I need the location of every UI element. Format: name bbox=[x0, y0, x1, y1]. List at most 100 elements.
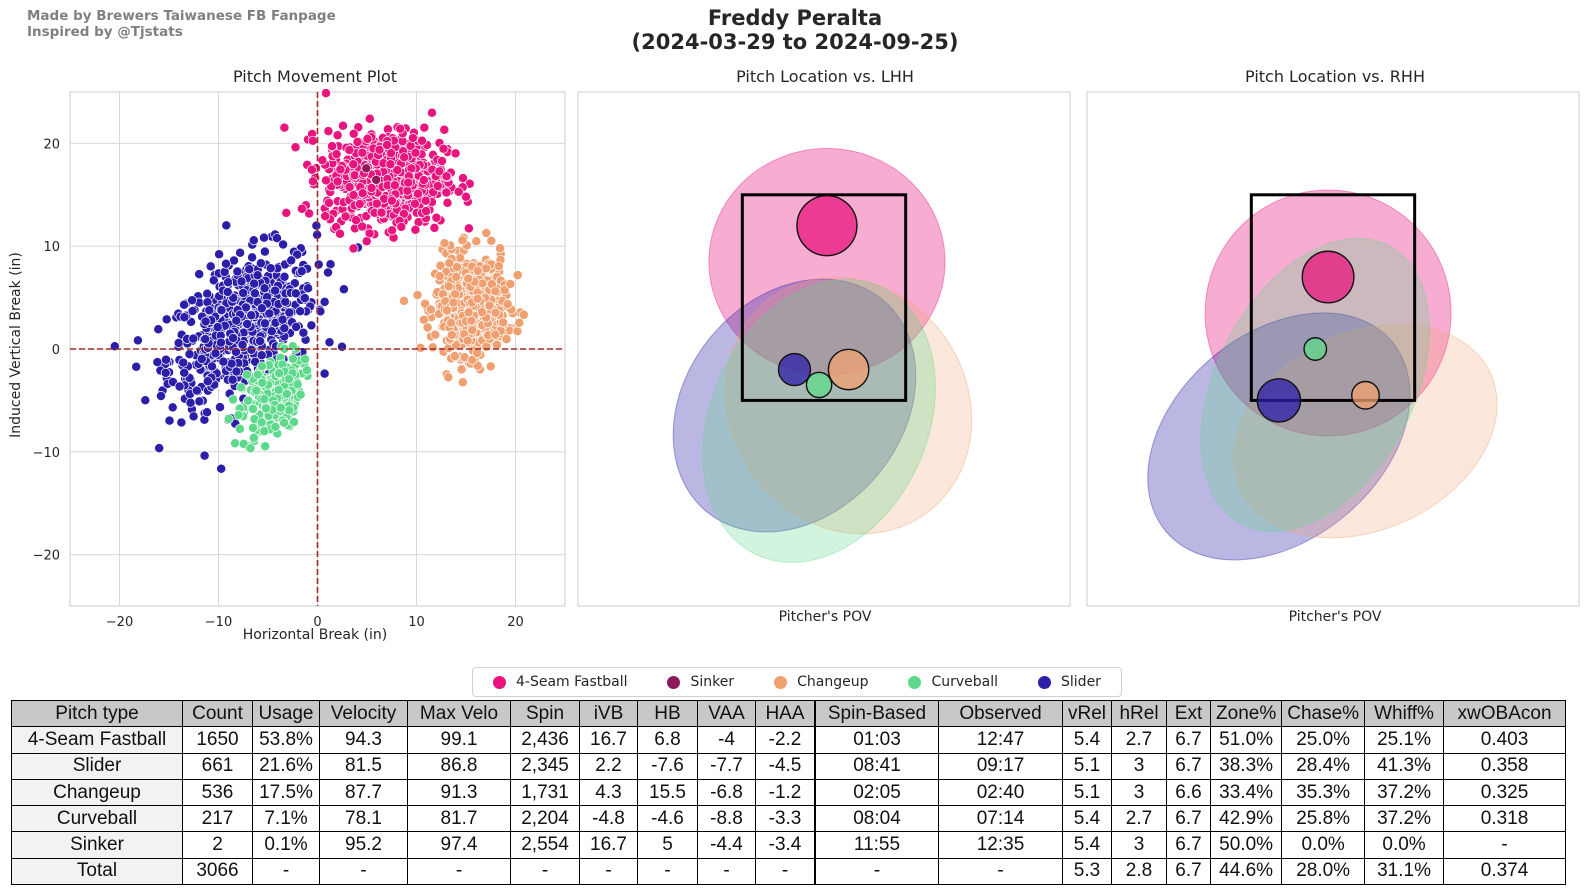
data-point bbox=[354, 199, 365, 209]
data-point bbox=[462, 335, 473, 346]
data-point bbox=[472, 265, 483, 276]
data-point bbox=[188, 411, 199, 422]
table-cell: -4.4 bbox=[697, 831, 756, 859]
data-point bbox=[205, 261, 216, 272]
data-point bbox=[255, 258, 266, 269]
data-point bbox=[490, 307, 501, 318]
data-point bbox=[399, 152, 410, 163]
table-cell: 53.8% bbox=[252, 726, 320, 754]
data-point bbox=[441, 171, 452, 182]
data-point bbox=[352, 136, 363, 147]
table-cell: -7.6 bbox=[637, 752, 698, 780]
table-cell: 44.6% bbox=[1210, 857, 1283, 886]
table-cell: 4.3 bbox=[579, 778, 638, 807]
table-cell: 95.2 bbox=[319, 831, 408, 859]
data-point bbox=[419, 122, 430, 133]
data-point bbox=[304, 208, 315, 219]
row-label: Curveball bbox=[11, 805, 183, 833]
table-cell: 16.7 bbox=[579, 831, 638, 859]
table-cell: -4 bbox=[697, 726, 756, 754]
data-point bbox=[279, 122, 290, 133]
data-point bbox=[248, 235, 259, 246]
rhh-ellipses bbox=[1147, 189, 1498, 561]
ellipse-slider bbox=[672, 278, 917, 533]
legend-item: Curveball bbox=[908, 674, 998, 690]
table-cell: 41.3% bbox=[1364, 752, 1445, 780]
data-point bbox=[427, 107, 437, 118]
data-point bbox=[255, 336, 265, 347]
data-point bbox=[371, 198, 382, 209]
data-point bbox=[277, 314, 288, 325]
table-cell: 6.7 bbox=[1166, 805, 1212, 833]
lhh-plot-area bbox=[577, 91, 1071, 607]
legend-marker-icon bbox=[667, 675, 681, 689]
data-point bbox=[374, 144, 385, 155]
data-point bbox=[248, 432, 259, 443]
data-point bbox=[300, 354, 310, 365]
data-point bbox=[490, 286, 501, 297]
x-tick-label: −10 bbox=[205, 615, 232, 630]
table-row: Slider 661 21.6% 81.5 86.8 2,345 2.2 -7.6 -7.7 -4… bbox=[11, 752, 1567, 780]
x-tick-label: 20 bbox=[507, 615, 524, 630]
data-point bbox=[242, 369, 253, 380]
data-point bbox=[219, 267, 230, 277]
column-header: Whiff% bbox=[1364, 699, 1445, 728]
data-point bbox=[296, 266, 307, 277]
data-point bbox=[259, 246, 270, 257]
column-header: Pitch type bbox=[11, 699, 183, 728]
data-point bbox=[308, 176, 318, 187]
data-point bbox=[320, 211, 331, 222]
table-cell: 81.5 bbox=[319, 752, 408, 780]
table-cell: 86.8 bbox=[407, 752, 511, 780]
table-cell: 7.1% bbox=[252, 805, 320, 833]
data-point bbox=[439, 124, 450, 135]
data-point bbox=[228, 394, 239, 405]
data-point bbox=[396, 221, 407, 232]
table-cell: 11:55 bbox=[814, 831, 939, 859]
data-point bbox=[457, 377, 468, 388]
data-point bbox=[455, 252, 466, 263]
data-point bbox=[415, 342, 426, 353]
column-header: Spin bbox=[510, 699, 580, 728]
data-point bbox=[434, 271, 445, 282]
table-cell: 2,554 bbox=[510, 831, 580, 859]
data-point bbox=[295, 306, 306, 317]
data-point bbox=[226, 358, 237, 369]
data-point bbox=[392, 165, 403, 176]
data-point bbox=[438, 143, 449, 154]
table-cell: 5.4 bbox=[1061, 805, 1113, 833]
data-point bbox=[412, 290, 423, 301]
data-point bbox=[244, 264, 255, 275]
data-point bbox=[371, 174, 382, 185]
table-row: 4-Seam Fastball 1650 53.8% 94.3 99.1 2,436 16.… bbox=[11, 726, 1567, 754]
row-label: Changeup bbox=[11, 778, 183, 807]
data-point bbox=[338, 284, 349, 295]
table-cell: 217 bbox=[182, 805, 253, 833]
table-cell: 0.0% bbox=[1364, 831, 1445, 859]
legend-label: Curveball bbox=[931, 674, 999, 690]
data-point bbox=[425, 304, 436, 315]
data-point bbox=[319, 296, 330, 307]
table-cell: -2.2 bbox=[755, 726, 816, 754]
legend-marker-icon bbox=[1038, 675, 1052, 689]
data-point bbox=[484, 300, 495, 311]
table-cell: 6.7 bbox=[1166, 752, 1212, 780]
data-point bbox=[215, 402, 225, 413]
data-point bbox=[364, 113, 375, 124]
table-cell: 0.325 bbox=[1443, 778, 1567, 807]
data-point bbox=[235, 247, 246, 258]
data-point bbox=[252, 270, 263, 281]
column-header: Velocity bbox=[319, 699, 408, 728]
data-point bbox=[514, 317, 525, 328]
table-cell: 02:40 bbox=[938, 778, 1063, 807]
y-tick-label: 20 bbox=[43, 137, 60, 152]
data-point bbox=[187, 295, 198, 306]
y-tick-label: 10 bbox=[43, 240, 60, 255]
table-cell: 0.358 bbox=[1443, 752, 1567, 780]
table-cell: 01:03 bbox=[814, 726, 939, 754]
data-point bbox=[233, 410, 244, 421]
data-point bbox=[281, 207, 292, 218]
data-point bbox=[178, 357, 189, 368]
table-cell: 31.1% bbox=[1364, 857, 1445, 886]
data-point bbox=[228, 333, 239, 343]
